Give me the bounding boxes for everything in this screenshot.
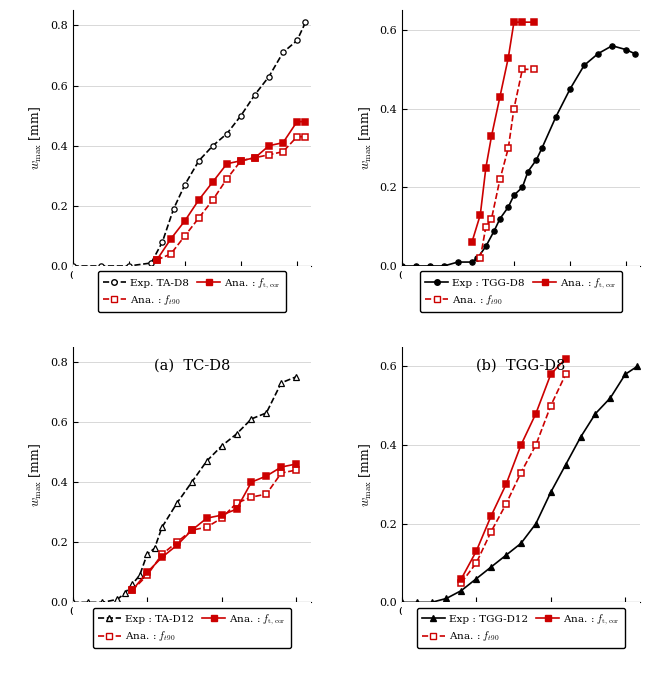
- Legend: Exp : TGG-D12, Ana. : $f_{t90}$, Ana. : $f_{\mathrm{t,cor}}$: Exp : TGG-D12, Ana. : $f_{t90}$, Ana. : …: [416, 608, 625, 649]
- Legend: Exp. TA-D8, Ana. : $f_{t90}$, Ana. : $f_{\mathrm{t,cor}}$: Exp. TA-D8, Ana. : $f_{t90}$, Ana. : $f_…: [98, 271, 286, 312]
- Text: (a)  TC-D8: (a) TC-D8: [154, 359, 230, 373]
- Y-axis label: $w_{\mathrm{max}}$ [mm]: $w_{\mathrm{max}}$ [mm]: [28, 442, 44, 506]
- Y-axis label: $w_{\mathrm{max}}$ [mm]: $w_{\mathrm{max}}$ [mm]: [28, 106, 44, 170]
- X-axis label: Force appliquée $F$ [kN]: Force appliquée $F$ [kN]: [451, 286, 591, 304]
- X-axis label: Force appliquée $F$ [kN]: Force appliquée $F$ [kN]: [122, 623, 261, 641]
- Y-axis label: $w_{\mathrm{max}}$ [mm]: $w_{\mathrm{max}}$ [mm]: [358, 442, 374, 506]
- X-axis label: Force appliquée $F$ [kN]: Force appliquée $F$ [kN]: [451, 623, 591, 641]
- Y-axis label: $w_{\mathrm{max}}$ [mm]: $w_{\mathrm{max}}$ [mm]: [358, 106, 374, 170]
- Legend: Exp : TGG-D8, Ana. : $f_{t90}$, Ana. : $f_{\mathrm{t,cor}}$: Exp : TGG-D8, Ana. : $f_{t90}$, Ana. : $…: [420, 271, 622, 312]
- Text: (b)  TGG-D8: (b) TGG-D8: [477, 359, 566, 373]
- Legend: Exp : TA-D12, Ana. : $f_{t90}$, Ana. : $f_{\mathrm{t,cor}}$: Exp : TA-D12, Ana. : $f_{t90}$, Ana. : $…: [92, 608, 291, 649]
- X-axis label: Force appliquée $F$ [kN]: Force appliquée $F$ [kN]: [122, 286, 261, 304]
